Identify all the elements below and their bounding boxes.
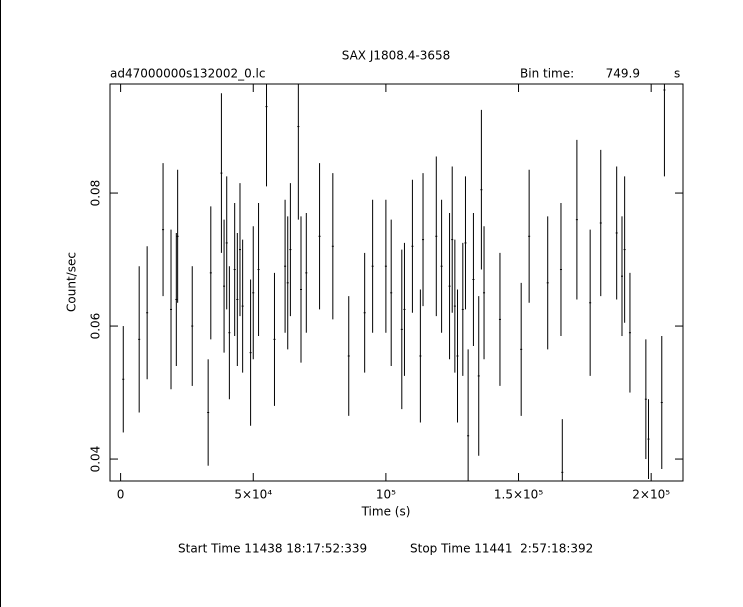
x-tick-label: 5×10⁴ — [234, 488, 272, 502]
x-tick-label: 1.5×10⁵ — [494, 488, 543, 502]
bin-time-unit: s — [674, 67, 680, 81]
x-tick-label: 0 — [117, 488, 125, 502]
bin-time-label: Bin time: — [520, 67, 574, 81]
file-name: ad47000000s132002_0.lc — [110, 67, 266, 81]
stop-time: Stop Time 11441 2:57:18:392 — [410, 542, 593, 556]
y-tick-label: 0.06 — [89, 313, 103, 340]
start-time: Start Time 11438 18:17:52:339 — [178, 542, 367, 556]
x-tick-label: 2×10⁵ — [632, 488, 670, 502]
y-axis-label: Count/sec — [65, 252, 79, 312]
y-tick-label: 0.08 — [89, 180, 103, 207]
y-tick-label: 0.04 — [89, 446, 103, 473]
x-tick-label: 10⁵ — [376, 488, 396, 502]
chart-title: SAX J1808.4-3658 — [342, 49, 450, 63]
plot-frame — [109, 83, 684, 482]
x-axis-label: Time (s) — [361, 505, 411, 519]
bin-time: 749.9 — [606, 67, 640, 81]
